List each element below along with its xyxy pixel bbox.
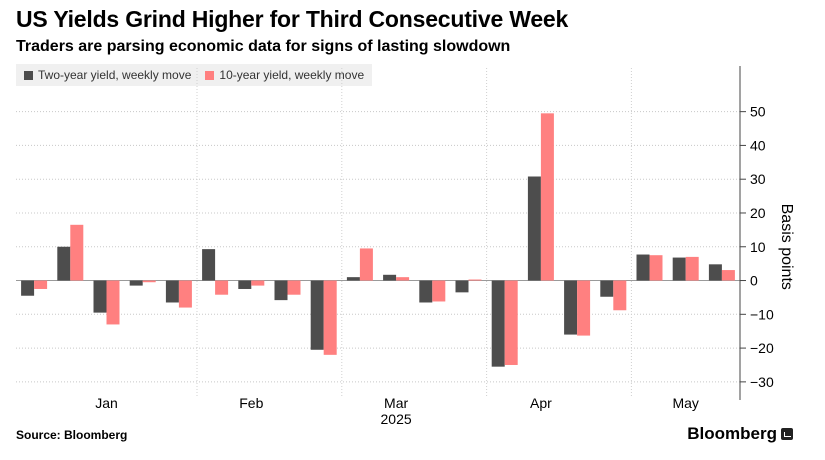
legend-swatch-two-year (24, 70, 33, 80)
y-tick-label: 0 (750, 273, 758, 289)
bar-two-year (636, 254, 650, 281)
source-note: Source: Bloomberg (16, 428, 128, 442)
bar-ten-year (468, 279, 482, 281)
bar-two-year (491, 280, 505, 367)
bar-two-year (455, 280, 469, 293)
y-tick-label: 10 (750, 239, 766, 255)
bar-two-year (93, 280, 107, 313)
y-tick-label: 30 (750, 171, 766, 187)
y-axis: −30 −20 −10 0 10 20 30 40 50 Basis points (739, 66, 795, 400)
bar-two-year (165, 280, 179, 303)
y-tick-label: −30 (750, 374, 774, 390)
bar-ten-year (540, 113, 554, 281)
x-year-label: 2025 (381, 411, 412, 427)
bar-ten-year (287, 280, 301, 295)
bar-two-year (310, 280, 324, 350)
month-separators (196, 68, 632, 398)
legend-item-ten-year: 10-year yield, weekly move (205, 68, 364, 82)
bar-two-year (21, 280, 35, 296)
bar-ten-year (323, 280, 337, 355)
chart-title: US Yields Grind Higher for Third Consecu… (16, 6, 569, 32)
bar-ten-year (34, 280, 48, 289)
legend-swatch-ten-year (205, 70, 215, 80)
bar-ten-year (577, 280, 591, 336)
bar-two-year (383, 274, 397, 281)
bar-two-year (202, 249, 216, 281)
legend: Two-year yield, weekly move 10-year yiel… (16, 64, 373, 86)
bar-ten-year (215, 280, 229, 295)
bar-ten-year (106, 280, 120, 325)
x-tick-label: May (672, 395, 698, 411)
legend-label-ten-year: 10-year yield, weekly move (219, 68, 365, 82)
x-tick-label: Apr (530, 395, 552, 411)
brand-logo: Bloomberg (687, 424, 793, 444)
bar-ten-year (432, 280, 446, 302)
y-tick-label: 40 (750, 137, 766, 153)
y-tick-label: −20 (750, 340, 774, 356)
bars (21, 113, 735, 367)
legend-label-two-year: Two-year yield, weekly move (38, 68, 192, 82)
y-tick-label: 20 (750, 205, 766, 221)
x-axis: Jan Feb Mar Apr May 2025 (95, 395, 699, 427)
x-tick-label: Feb (239, 395, 263, 411)
bar-ten-year (396, 277, 410, 281)
bar-ten-year (613, 280, 627, 311)
y-tick-label: 50 (750, 104, 766, 120)
bar-two-year (600, 280, 614, 297)
bar-ten-year (251, 280, 265, 286)
bar-two-year (129, 280, 143, 286)
bar-ten-year (178, 280, 192, 308)
bar-ten-year (649, 255, 663, 281)
bar-two-year (672, 257, 686, 281)
x-tick-label: Jan (95, 395, 118, 411)
bar-ten-year (70, 224, 84, 281)
bar-two-year (708, 264, 722, 281)
bar-two-year (564, 280, 578, 335)
chart-subtitle: Traders are parsing economic data for si… (16, 38, 511, 55)
y-tick-label: −10 (750, 306, 774, 322)
bar-two-year (57, 246, 71, 281)
bar-ten-year (142, 280, 156, 283)
brand-name: Bloomberg (687, 424, 777, 443)
y-axis-label: Basis points (778, 204, 795, 290)
x-tick-label: Mar (384, 395, 408, 411)
bar-two-year (527, 176, 541, 281)
bar-two-year (274, 280, 288, 301)
chart-icon (781, 428, 793, 440)
bar-two-year (419, 280, 433, 303)
bar-two-year (238, 280, 252, 289)
bar-ten-year (359, 248, 373, 281)
bar-ten-year (721, 270, 735, 281)
bar-two-year (346, 277, 360, 281)
legend-item-two-year: Two-year yield, weekly move (24, 68, 191, 82)
bar-ten-year (504, 280, 518, 365)
bar-ten-year (685, 256, 699, 281)
